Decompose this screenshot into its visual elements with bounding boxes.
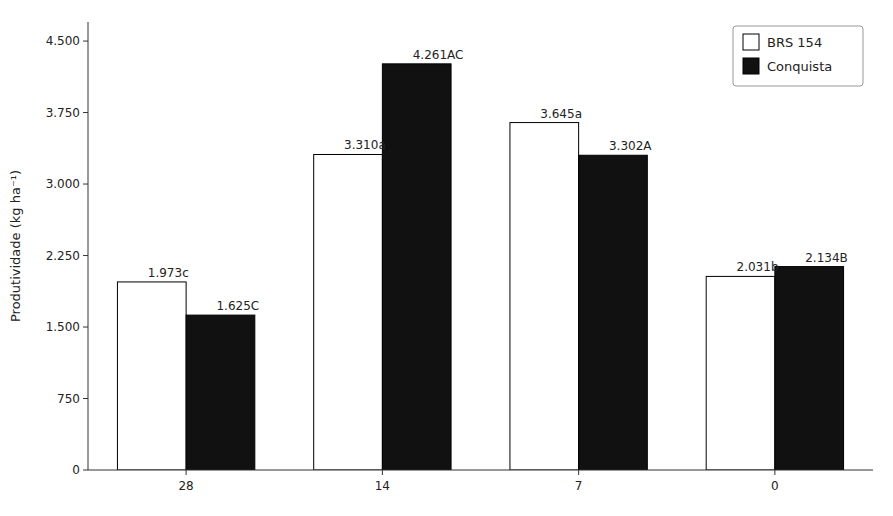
y-tick (83, 255, 88, 256)
y-tick-label: 3.000 (46, 177, 80, 191)
y-tick-label: 750 (57, 392, 80, 406)
x-tick-label: 7 (575, 479, 583, 493)
data-label: 3.302A (609, 139, 652, 153)
x-tick (578, 470, 579, 475)
y-tick (83, 398, 88, 399)
legend-label: BRS 154 (767, 35, 822, 50)
y-tick-label: 0 (72, 463, 80, 477)
x-tick-label: 0 (771, 479, 779, 493)
data-label: 2.031b (737, 260, 779, 274)
y-tick (83, 112, 88, 113)
axes: 0 750 1.500 2.250 3.000 3.750 4.500 28 14 7 0 (46, 22, 873, 493)
y-tick (83, 184, 88, 185)
bar (314, 154, 383, 470)
bar (382, 64, 451, 470)
y-tick-label: 4.500 (46, 34, 80, 48)
y-tick (83, 470, 88, 471)
y-tick (83, 41, 88, 42)
bar (579, 155, 648, 470)
x-tick (382, 470, 383, 475)
legend-label: Conquista (767, 59, 832, 74)
y-tick-label: 3.750 (46, 106, 80, 120)
x-tick (186, 470, 187, 475)
chart: 1.973c 3.310a 3.645a 2.031b 1.625C 4.261AC 3.3… (0, 0, 893, 516)
data-label: 2.134B (805, 251, 848, 265)
legend-swatch (743, 34, 759, 50)
data-labels: 1.973c 3.310a 3.645a 2.031b 1.625C 4.261AC 3.3… (148, 48, 848, 313)
x-tick-label: 28 (178, 479, 193, 493)
chart-container: 1.973c 3.310a 3.645a 2.031b 1.625C 4.261AC 3.3… (0, 0, 893, 516)
bar (510, 123, 579, 470)
y-tick-label: 2.250 (46, 249, 80, 263)
legend-box (733, 26, 863, 86)
bar (706, 276, 775, 470)
data-label: 4.261AC (413, 48, 464, 62)
y-tick (83, 327, 88, 328)
data-label: 1.973c (148, 266, 189, 280)
legend: BRS 154 Conquista (733, 26, 863, 86)
bar (775, 267, 844, 470)
bar (117, 282, 186, 470)
data-label: 3.310a (344, 138, 386, 152)
data-label: 1.625C (216, 299, 259, 313)
data-label: 3.645a (540, 107, 582, 121)
y-axis-line (88, 22, 89, 470)
y-tick-label: 1.500 (46, 320, 80, 334)
bar (186, 315, 255, 470)
bars (117, 64, 843, 470)
x-tick (774, 470, 775, 475)
legend-swatch (743, 58, 759, 74)
y-axis-label: Produtividade (kg ha⁻¹) (8, 170, 23, 322)
x-tick-label: 14 (375, 479, 390, 493)
x-axis-line (88, 470, 873, 471)
